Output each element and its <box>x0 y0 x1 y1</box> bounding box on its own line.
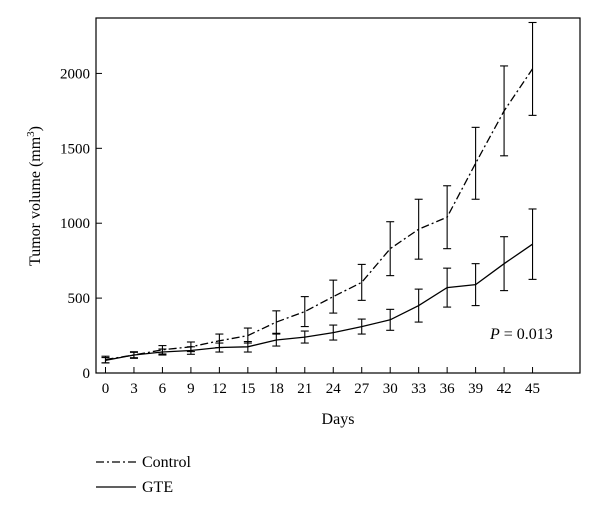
error-bar-gte <box>158 348 167 356</box>
error-bar-control <box>386 221 395 277</box>
p-value-annotation: P = 0.013 <box>489 326 553 343</box>
error-bar-control <box>500 65 509 157</box>
legend-label-control: Control <box>142 454 191 471</box>
y-axis-title: Tumor volume (mm3) <box>25 126 44 266</box>
y-tick-label: 2000 <box>60 66 90 82</box>
error-bar-gte <box>500 236 509 292</box>
error-bar-control <box>443 185 452 250</box>
error-bar-control <box>329 279 338 314</box>
x-tick-label: 15 <box>240 381 255 397</box>
error-bar-gte <box>414 288 423 323</box>
error-bar-gte <box>300 330 309 344</box>
error-bar-control <box>357 263 366 301</box>
x-tick-label: 36 <box>440 381 456 397</box>
series-line-control <box>105 68 534 361</box>
error-bar-gte <box>443 267 452 308</box>
y-tick-label: 1500 <box>60 141 90 157</box>
error-bar-control <box>272 310 281 334</box>
series-line-gte <box>105 243 533 361</box>
y-tick-label: 0 <box>83 366 91 382</box>
x-tick-label: 6 <box>159 381 167 397</box>
x-axis-title: Days <box>322 411 355 428</box>
legend-label-gte: GTE <box>142 479 173 496</box>
x-tick-label: 3 <box>130 381 138 397</box>
error-bar-gte <box>243 340 252 353</box>
error-bar-gte <box>215 342 224 353</box>
axes <box>95 17 581 374</box>
error-bar-control <box>414 198 423 260</box>
x-tick-label: 0 <box>102 381 110 397</box>
error-bar-gte <box>186 346 195 355</box>
error-bar-gte <box>272 333 281 347</box>
y-axis-title-superscript: 3 <box>25 131 37 137</box>
x-tick-label: 12 <box>212 381 227 397</box>
y-tick-label: 500 <box>68 291 91 307</box>
error-bar-control <box>471 126 480 200</box>
error-bar-gte <box>329 324 338 341</box>
error-bar-gte <box>101 357 110 364</box>
tick-group: 0 3 6 9 12 15 18 21 24 27 30 33 36 39 42 45050010001500… <box>60 66 540 397</box>
x-tick-label: 45 <box>525 381 540 397</box>
error-bar-control <box>300 296 309 328</box>
series-layer <box>101 21 537 364</box>
legend: Control GTE <box>96 454 191 496</box>
x-tick-label: 9 <box>187 381 195 397</box>
x-tick-label: 24 <box>326 381 342 397</box>
x-tick-label: 42 <box>497 381 512 397</box>
series-gte <box>101 208 537 364</box>
error-bar-gte <box>357 318 366 335</box>
plot-frame <box>95 17 581 374</box>
x-tick-label: 18 <box>269 381 284 397</box>
p-value-text: = 0.013 <box>500 326 553 343</box>
x-tick-label: 21 <box>297 381 312 397</box>
error-bar-gte <box>386 308 395 331</box>
p-value-symbol: P <box>489 326 500 343</box>
y-tick-label: 1000 <box>60 216 90 232</box>
error-bar-gte <box>471 263 480 307</box>
series-control <box>101 21 537 364</box>
x-tick-label: 39 <box>468 381 483 397</box>
error-bar-control <box>243 327 252 344</box>
x-tick-label: 30 <box>383 381 398 397</box>
error-bar-gte <box>528 208 537 280</box>
y-axis-title-close: ) <box>27 126 44 131</box>
error-bar-control <box>528 21 537 116</box>
y-axis-title-main: Tumor volume (mm <box>27 136 44 266</box>
error-bar-gte <box>129 351 138 359</box>
x-tick-label: 33 <box>411 381 426 397</box>
x-tick-label: 27 <box>354 381 370 397</box>
